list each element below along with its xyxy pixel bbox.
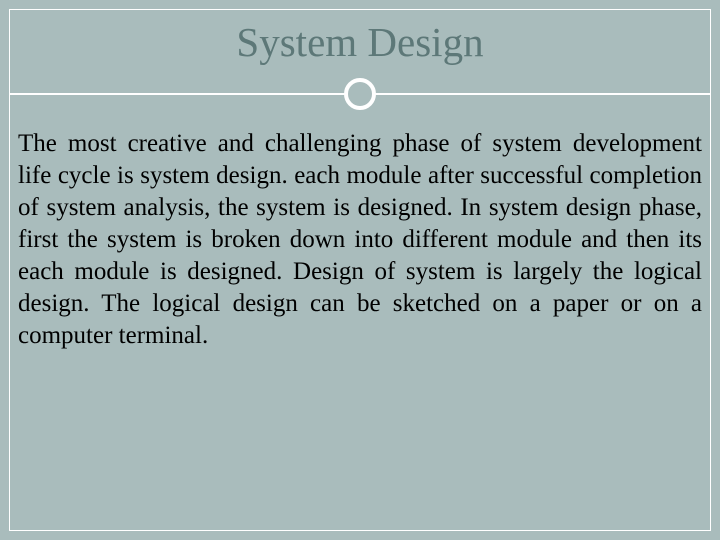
slide-title: System Design bbox=[0, 18, 720, 66]
slide-body: The most creative and challenging phase … bbox=[18, 128, 702, 352]
body-paragraph: The most creative and challenging phase … bbox=[18, 128, 702, 352]
divider-circle bbox=[344, 78, 376, 110]
